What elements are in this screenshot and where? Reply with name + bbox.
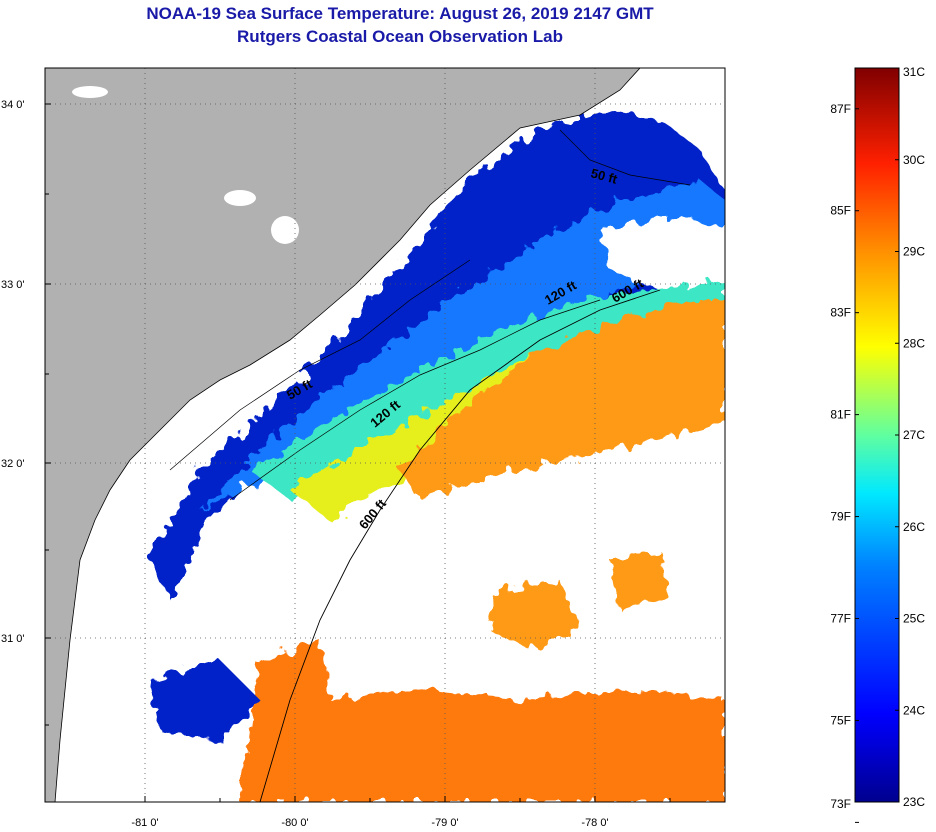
warm-patch-1 bbox=[490, 580, 580, 650]
graticule bbox=[45, 68, 725, 802]
map-subtitle: Rutgers Coastal Ocean Observation Lab bbox=[237, 27, 563, 46]
lat-label: 33 0' bbox=[1, 279, 25, 291]
lon-label: -81 0' bbox=[131, 817, 158, 829]
colorbar-fahrenheit-label: 83F bbox=[830, 306, 851, 320]
lon-label: -79 0' bbox=[431, 817, 458, 829]
map-title: NOAA-19 Sea Surface Temperature: August … bbox=[146, 4, 654, 23]
colorbar-fahrenheit-label: 87F bbox=[830, 102, 851, 116]
colorbar-celsius-label: 26C bbox=[903, 520, 925, 534]
lon-label: -78 0' bbox=[581, 817, 608, 829]
map-plot-area: 50 ft 50 ft 120 ft 120 ft 600 ft 600 ft bbox=[45, 68, 725, 802]
warm-patch-2 bbox=[610, 550, 670, 610]
plot-frame bbox=[44, 67, 726, 803]
inland-lake bbox=[271, 216, 299, 244]
contour-label: 50 ft bbox=[589, 165, 619, 187]
colorbar-fahrenheit-label: 73F bbox=[830, 797, 851, 811]
cold-patch-south bbox=[150, 660, 260, 740]
lat-label: 32 0' bbox=[1, 458, 25, 470]
contour-120ft bbox=[229, 299, 601, 501]
colorbar-fahrenheit-label: 79F bbox=[830, 510, 851, 524]
colorbar-celsius-label: 24C bbox=[903, 703, 925, 717]
colorbar-celsius-label: 27C bbox=[903, 428, 925, 442]
colorbar-celsius-label: 28C bbox=[903, 336, 925, 350]
colorbar bbox=[854, 67, 900, 803]
colorbar-celsius-label: 23C bbox=[903, 795, 925, 809]
lon-label: -80 0' bbox=[281, 817, 308, 829]
cloud-patch-northeast bbox=[600, 215, 725, 290]
colorbar-fahrenheit-label: 81F bbox=[830, 408, 851, 422]
colorbar-celsius-label: 25C bbox=[903, 612, 925, 626]
contour-50ft-north bbox=[559, 129, 691, 186]
colorbar-fahrenheit-label: 75F bbox=[830, 713, 851, 727]
contour-600ft bbox=[259, 289, 661, 802]
inland-lake-2 bbox=[224, 190, 256, 206]
colorbar-fahrenheit-label: 85F bbox=[830, 204, 851, 218]
contour-50ft bbox=[169, 259, 471, 471]
lat-label: 31 0' bbox=[1, 633, 25, 645]
land-mass bbox=[45, 68, 640, 802]
axis-ticks bbox=[45, 103, 671, 802]
colorbar-celsius-label: 31C bbox=[903, 65, 925, 79]
colorbar-celsius-label: 30C bbox=[903, 153, 925, 167]
mid-blue-band bbox=[200, 180, 725, 510]
colorbar-ticks: 31C 30C 29C 28C 27C 26C 25C 24C 23C 87F 85F 83F 81F 7… bbox=[830, 65, 925, 823]
coastline bbox=[54, 68, 641, 802]
colorbar-fahrenheit-label: 77F bbox=[830, 612, 851, 626]
colorbar-celsius-label: 29C bbox=[903, 245, 925, 259]
gulf-stream-warm bbox=[400, 300, 725, 500]
sst-field bbox=[150, 110, 725, 802]
lat-label: 34 0' bbox=[1, 99, 25, 111]
inland-lake-3 bbox=[72, 86, 108, 98]
south-warm-patch bbox=[240, 640, 725, 802]
